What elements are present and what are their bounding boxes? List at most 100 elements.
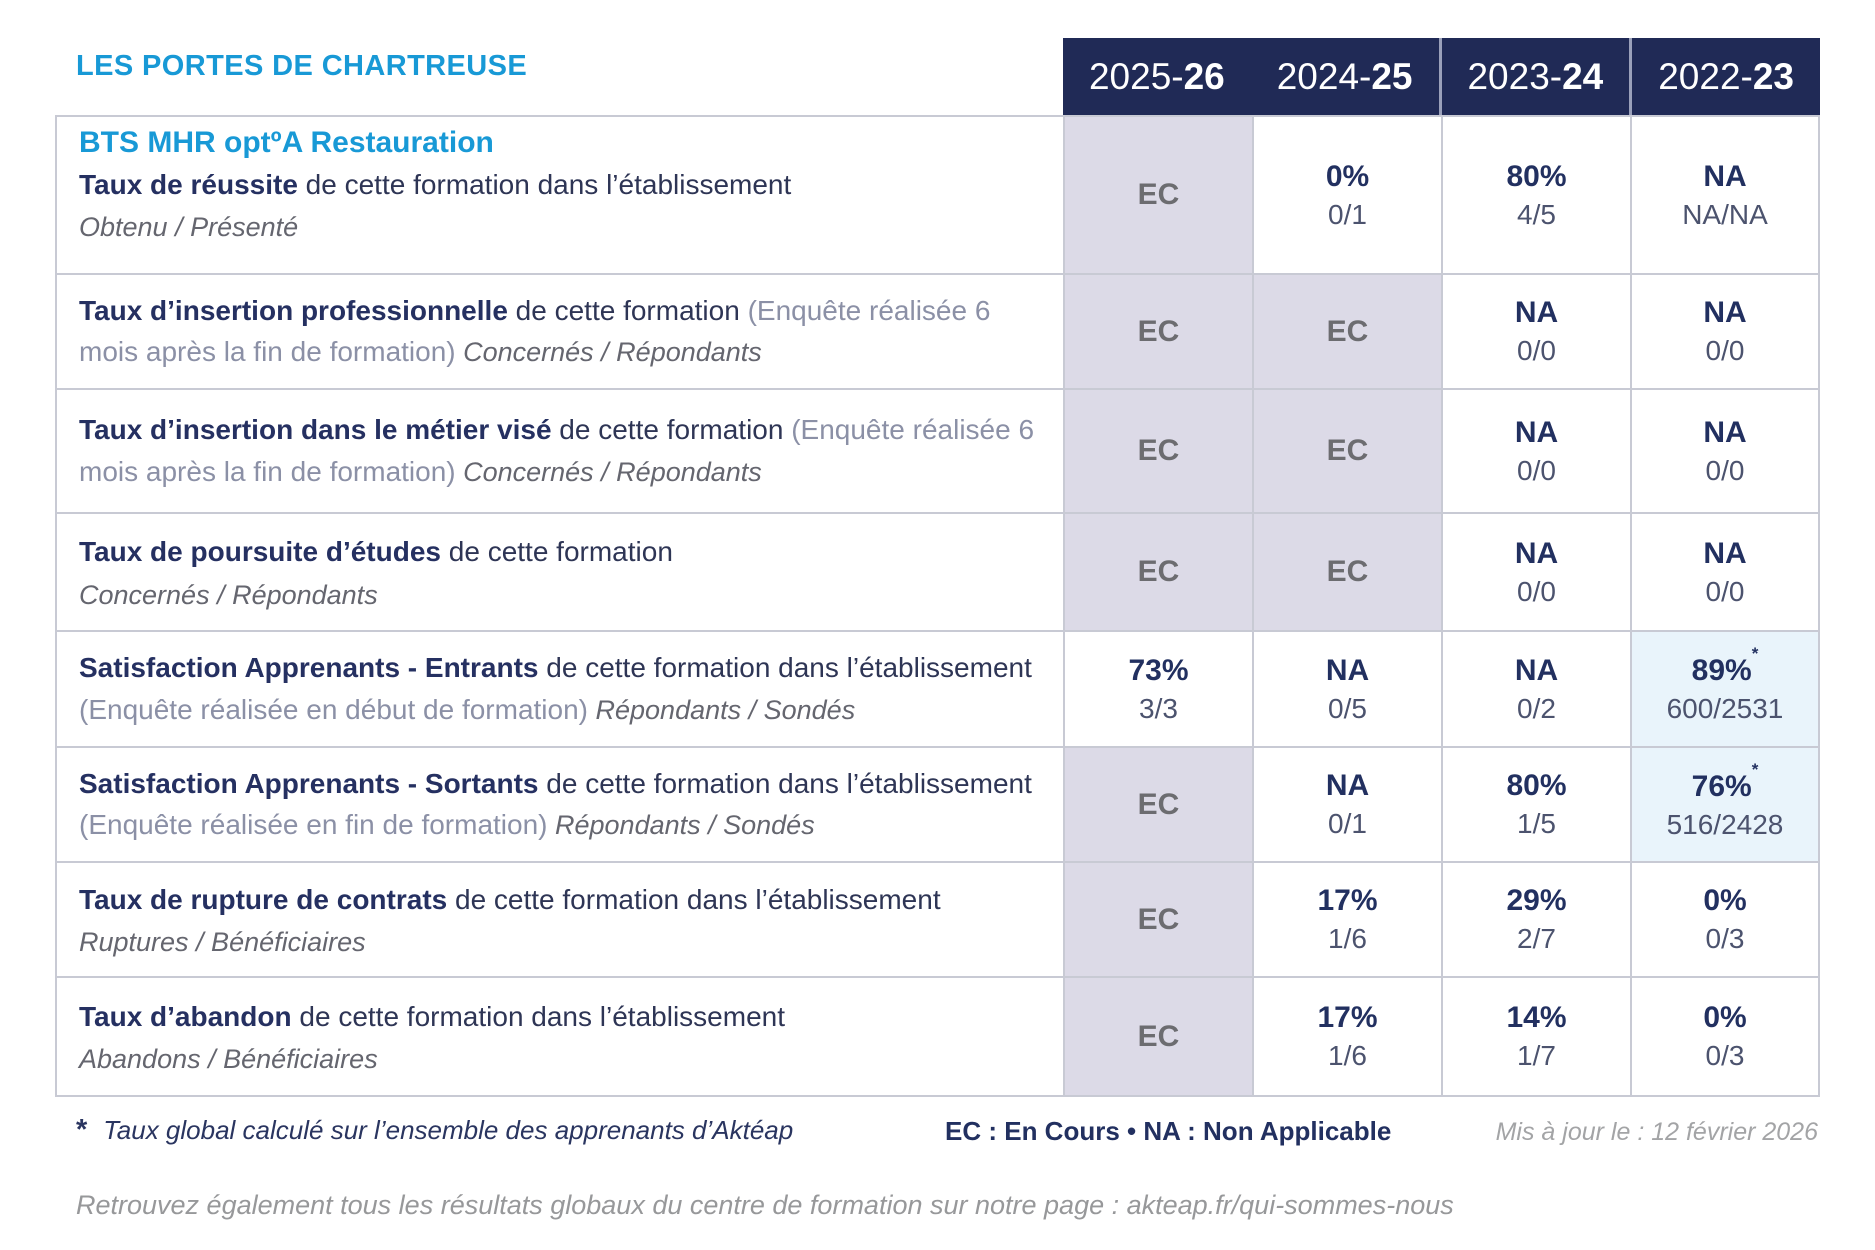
metric-value-cell: 17% 1/6 — [1254, 978, 1443, 1097]
value-fraction: 0/0 — [1517, 575, 1556, 607]
metric-ratio-caption: Concernés / Répondants — [455, 456, 762, 487]
year-column-header: 2022- 23 — [1629, 38, 1820, 115]
metric-value-cell: 80% 1/5 — [1443, 748, 1632, 863]
metric-label-cell: Taux d’abandon de cette formation dans l… — [57, 978, 1065, 1097]
metric-value-cell: NA 0/0 — [1443, 390, 1632, 514]
value-percentage: 0% — [1703, 884, 1747, 917]
value-fraction: 0/3 — [1705, 1040, 1745, 1071]
metric-name: Satisfaction Apprenants - Sortants — [79, 767, 539, 799]
metric-value-cell: EC — [1065, 275, 1254, 390]
metric-label: Taux de rupture de contrats de cette for… — [79, 879, 1045, 920]
value-percentage: 0% — [1325, 159, 1370, 193]
metric-value-cell: EC — [1065, 117, 1254, 275]
metric-value-cell: EC — [1254, 390, 1443, 514]
value-percentage: EC — [1137, 178, 1180, 211]
value-percentage: NA — [1514, 653, 1559, 687]
value-fraction: 1/7 — [1517, 1040, 1556, 1071]
value-percentage: EC — [1326, 314, 1369, 348]
value-percentage: EC — [1137, 787, 1180, 821]
value-percentage: NA — [1703, 415, 1747, 449]
metric-survey-note: (Enquête réalisée 6 mois après la fin de… — [79, 414, 1035, 487]
metric-value-cell: 0% 0/3 — [1632, 863, 1820, 978]
value-percentage: 29% — [1506, 884, 1567, 917]
value-percentage: NA — [1703, 159, 1747, 193]
value-fraction: 1/5 — [1517, 808, 1556, 839]
metric-label: Taux d’abandon de cette formation dans l… — [79, 996, 1045, 1037]
value-fraction: 600/2531 — [1666, 693, 1784, 724]
metric-value-cell: NA 0/2 — [1443, 632, 1632, 748]
footnote-text: Taux global calculé sur l’ensemble des a… — [103, 1115, 794, 1145]
metric-description: de cette formation — [440, 536, 673, 568]
metric-value-cell: 76%* 516/2428 — [1632, 748, 1820, 863]
value-percentage: 80% — [1506, 769, 1567, 802]
value-fraction: 0/3 — [1705, 923, 1745, 954]
metric-value-cell: NA 0/0 — [1443, 275, 1632, 390]
value-percentage: EC — [1137, 434, 1180, 467]
metric-value-cell: EC — [1065, 514, 1254, 632]
metric-label: Taux de poursuite d’études de cette form… — [79, 531, 1045, 572]
value-percentage: 14% — [1506, 1001, 1567, 1034]
value-percentage: NA — [1325, 769, 1370, 802]
metric-value-cell: NA 0/5 — [1254, 632, 1443, 748]
metric-label-cell: Taux d’insertion professionnelle de cett… — [57, 275, 1065, 390]
metric-survey-note: (Enquête réalisée 6 mois après la fin de… — [79, 294, 991, 368]
metric-description: de cette formation — [551, 414, 792, 446]
global-results-link-text: Retrouvez également tous les résultats g… — [76, 1190, 1454, 1220]
metric-ratio-caption: Concernés / Répondants — [79, 579, 378, 610]
metric-ratio-caption: Ruptures / Bénéficiaires — [79, 927, 366, 958]
value-fraction: 0/0 — [1705, 575, 1745, 607]
value-percentage: EC — [1137, 314, 1180, 348]
metric-description: de cette formation dans l’établissement — [538, 767, 1032, 799]
value-percentage: NA — [1325, 653, 1370, 687]
value-percentage: NA — [1703, 296, 1747, 329]
metric-label-cell: Taux de rupture de contrats de cette for… — [57, 863, 1065, 978]
metric-survey-note: (Enquête réalisée en début de formation) — [79, 693, 588, 725]
footnote: * Taux global calculé sur l’ensemble des … — [76, 1114, 793, 1147]
metric-description: de cette formation dans l’établissement — [447, 883, 941, 915]
metric-value-cell: EC — [1254, 275, 1443, 390]
metric-label-cell: BTS MHR optºA Restauration Taux de réussi… — [57, 117, 1065, 275]
value-percentage: EC — [1137, 555, 1180, 588]
metric-ratio-caption: Répondants / Sondés — [588, 694, 856, 725]
value-fraction: 2/7 — [1517, 923, 1556, 954]
metric-name: Taux d’insertion dans le métier visé — [79, 414, 552, 446]
value-fraction: 1/6 — [1328, 1040, 1367, 1071]
abbreviation-legend: EC : En Cours • NA : Non Applicable — [945, 1116, 1392, 1146]
value-fraction: NA/NA — [1682, 198, 1768, 230]
metric-value-cell: 0% 0/3 — [1632, 978, 1820, 1097]
metric-label: Satisfaction Apprenants - Sortants de ce… — [79, 763, 1045, 846]
asterisk-note-marker: * — [76, 1114, 88, 1146]
metric-value-cell: NA 0/0 — [1443, 514, 1632, 632]
metric-label-cell: Satisfaction Apprenants - Sortants de ce… — [57, 748, 1065, 863]
year-column-header: 2023- 24 — [1438, 38, 1630, 115]
metric-value-cell: NA 0/1 — [1254, 748, 1443, 863]
metric-label: Taux d’insertion dans le métier visé de … — [79, 409, 1045, 492]
metric-value-cell: EC — [1065, 863, 1254, 978]
value-fraction: 0/0 — [1517, 335, 1556, 366]
year-column-header: 2024- 25 — [1276, 55, 1413, 97]
metric-value-cell: NA 0/0 — [1632, 390, 1820, 514]
value-percentage: EC — [1326, 434, 1369, 467]
metric-name: Taux de poursuite d’études — [79, 536, 441, 568]
value-percentage: NA — [1514, 296, 1559, 329]
metric-name: Taux de réussite — [79, 169, 298, 200]
metric-value-cell: EC — [1065, 390, 1254, 514]
metric-survey-note: (Enquête réalisée en fin de formation) — [79, 809, 548, 841]
value-fraction: 3/3 — [1139, 692, 1178, 724]
metric-description: de cette formation — [507, 294, 748, 326]
value-percentage: NA — [1514, 415, 1559, 449]
metric-value-cell: 80% 4/5 — [1443, 117, 1632, 275]
metric-value-cell: EC — [1254, 514, 1443, 632]
metric-description: de cette formation dans l’établissement — [538, 652, 1032, 684]
value-percentage: NA — [1514, 536, 1559, 570]
metric-value-cell: 89%* 600/2531 — [1632, 632, 1820, 748]
organization-title: LES PORTES DE CHARTREUSE — [76, 50, 528, 82]
results-table: BTS MHR optºA Restauration Taux de réussi… — [55, 115, 1820, 1097]
metric-ratio-caption: Concernés / Répondants — [455, 337, 762, 368]
value-percentage: 80% — [1506, 159, 1567, 193]
metric-description: de cette formation dans l’établissement — [291, 1000, 785, 1032]
metric-ratio-caption: Répondants / Sondés — [547, 810, 815, 841]
metric-label-cell: Satisfaction Apprenants - Entrants de ce… — [57, 632, 1065, 748]
metric-value-cell: 73% 3/3 — [1065, 632, 1254, 748]
